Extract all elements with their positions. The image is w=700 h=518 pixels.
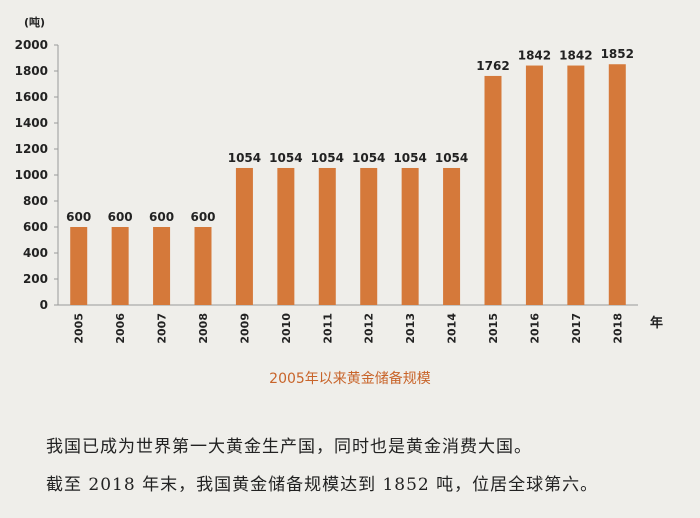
bar-value-label: 1054	[269, 151, 302, 165]
bar	[70, 227, 88, 305]
x-tick-label: 2015	[487, 313, 500, 344]
x-tick-label: 2018	[611, 313, 624, 344]
bar-value-label: 1762	[476, 59, 509, 73]
y-tick-label: 1000	[15, 168, 48, 182]
bar	[153, 227, 171, 305]
y-tick-label: 1600	[15, 90, 48, 104]
y-tick-label: 1400	[15, 116, 48, 130]
bar-value-label: 1852	[601, 47, 634, 61]
description-line-2: 截至 2018 年末，我国黄金储备规模达到 1852 吨，位居全球第六。	[46, 475, 599, 495]
bar	[525, 65, 543, 305]
x-tick-label: 2011	[321, 313, 334, 344]
x-unit-label: 年	[650, 315, 663, 331]
x-tick-label: 2006	[114, 313, 127, 344]
bar-value-label: 600	[108, 210, 133, 224]
bar-value-label: 1054	[435, 151, 468, 165]
x-tick-label: 2016	[528, 313, 541, 344]
bar-value-label: 1842	[518, 49, 551, 63]
bar	[608, 64, 626, 306]
y-tick-label: 600	[23, 220, 48, 234]
bar-value-label: 1842	[559, 49, 592, 63]
bar	[111, 227, 129, 305]
bar	[360, 167, 378, 305]
bar-value-label: 600	[66, 210, 91, 224]
bar	[194, 227, 212, 305]
bar	[318, 167, 336, 305]
x-tick-label: 2005	[73, 313, 86, 344]
bar	[401, 167, 419, 305]
bar-value-label: 600	[190, 210, 215, 224]
y-tick-label: 2000	[15, 38, 48, 52]
x-tick-label: 2009	[238, 313, 251, 344]
y-tick-label: 1200	[15, 142, 48, 156]
y-tick-label: 400	[23, 246, 48, 260]
y-tick-label: 0	[40, 298, 48, 312]
description-line-1: 我国已成为世界第一大黄金生产国，同时也是黄金消费大国。	[46, 437, 532, 457]
y-tick-label: 1800	[15, 64, 48, 78]
y-unit-label: (吨)	[24, 15, 45, 29]
bar-value-label: 1054	[352, 151, 385, 165]
x-tick-label: 2010	[280, 313, 293, 344]
x-tick-label: 2008	[197, 313, 210, 344]
bar-value-label: 1054	[311, 151, 344, 165]
bar-value-label: 1054	[228, 151, 261, 165]
bar	[443, 167, 461, 305]
x-tick-label: 2013	[404, 313, 417, 344]
bar	[484, 75, 502, 305]
bar-value-label: 600	[149, 210, 174, 224]
bar	[567, 65, 585, 305]
bar	[235, 167, 253, 305]
bar	[277, 167, 295, 305]
bar-value-label: 1054	[393, 151, 426, 165]
x-tick-label: 2014	[446, 313, 459, 344]
y-tick-label: 800	[23, 194, 48, 208]
x-tick-label: 2017	[570, 313, 583, 344]
x-tick-label: 2007	[156, 313, 169, 344]
x-tick-label: 2012	[363, 313, 376, 344]
chart-caption: 2005年以来黄金储备规模	[269, 371, 431, 387]
y-tick-label: 200	[23, 272, 48, 286]
bar-chart: 0 200 400 600 800 1000 1200 1400 1600 1800 2000 (吨)…	[15, 15, 663, 344]
